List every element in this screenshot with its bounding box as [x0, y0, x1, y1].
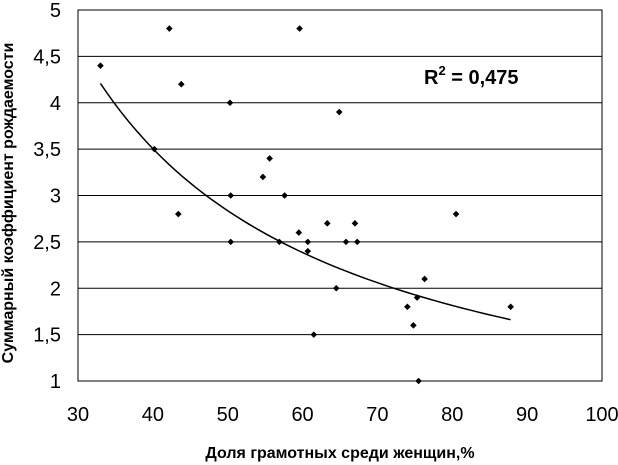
- data-point: [97, 62, 104, 69]
- x-axis-title: Доля грамотных среди женщин,%: [205, 445, 474, 462]
- x-tick-label: 50: [217, 404, 239, 426]
- r-squared-value: = 0,475: [446, 67, 519, 89]
- data-point: [281, 192, 288, 199]
- data-point: [507, 303, 514, 311]
- data-point: [421, 275, 428, 283]
- y-tick-label: 4,5: [33, 46, 61, 68]
- data-point: [413, 294, 421, 301]
- data-point: [227, 238, 235, 246]
- y-axis-title: Суммарный коэффициент рождаемости: [0, 43, 17, 364]
- x-tick-label: 40: [142, 404, 164, 426]
- data-point: [415, 377, 422, 385]
- data-point: [323, 220, 331, 227]
- data-point: [175, 210, 182, 218]
- r-squared-superscript: 2: [438, 63, 445, 78]
- y-tick-label: 2,5: [33, 232, 61, 254]
- data-point: [353, 238, 361, 246]
- data-point: [335, 108, 343, 116]
- data-point: [227, 192, 235, 199]
- data-point: [178, 80, 185, 88]
- data-point: [296, 25, 303, 32]
- data-point: [226, 99, 234, 107]
- data-point: [266, 155, 273, 162]
- data-point: [259, 173, 267, 181]
- data-point: [332, 284, 340, 292]
- data-point: [166, 25, 173, 32]
- y-tick-label: 3: [50, 186, 61, 208]
- data-point: [310, 331, 318, 338]
- r-squared-annotation: R2 = 0,475: [424, 63, 519, 89]
- x-tick-label: 80: [441, 404, 463, 426]
- data-point: [295, 229, 303, 236]
- x-tick-label: 90: [516, 404, 538, 426]
- y-tick-label: 4: [50, 93, 61, 115]
- grid-lines: [78, 9, 602, 382]
- x-tick-label: 100: [585, 404, 618, 426]
- y-tick-label: 1,5: [33, 325, 61, 347]
- plot-frame: [77, 9, 603, 382]
- data-point: [404, 303, 411, 311]
- data-point: [410, 322, 417, 329]
- x-tick-labels: 30 40 50 60 70 80 90 100: [67, 404, 618, 426]
- x-tick-label: 30: [67, 404, 89, 426]
- y-tick-labels: 1 1,5 2 2,5 3 3,5 4 4,5 5: [33, 0, 61, 393]
- data-point: [342, 238, 350, 246]
- y-tick-label: 1: [50, 371, 61, 393]
- data-point: [304, 238, 312, 246]
- y-tick-label: 5: [50, 0, 61, 22]
- data-point: [304, 247, 312, 255]
- data-point: [452, 210, 460, 218]
- r-squared-symbol: R: [424, 67, 439, 89]
- y-tick-label: 2: [50, 278, 61, 300]
- x-tick-label: 60: [291, 404, 313, 426]
- x-tick-label: 70: [366, 404, 388, 426]
- trend-line: [99, 83, 511, 321]
- y-tick-label: 3,5: [33, 139, 61, 161]
- data-point: [351, 220, 359, 227]
